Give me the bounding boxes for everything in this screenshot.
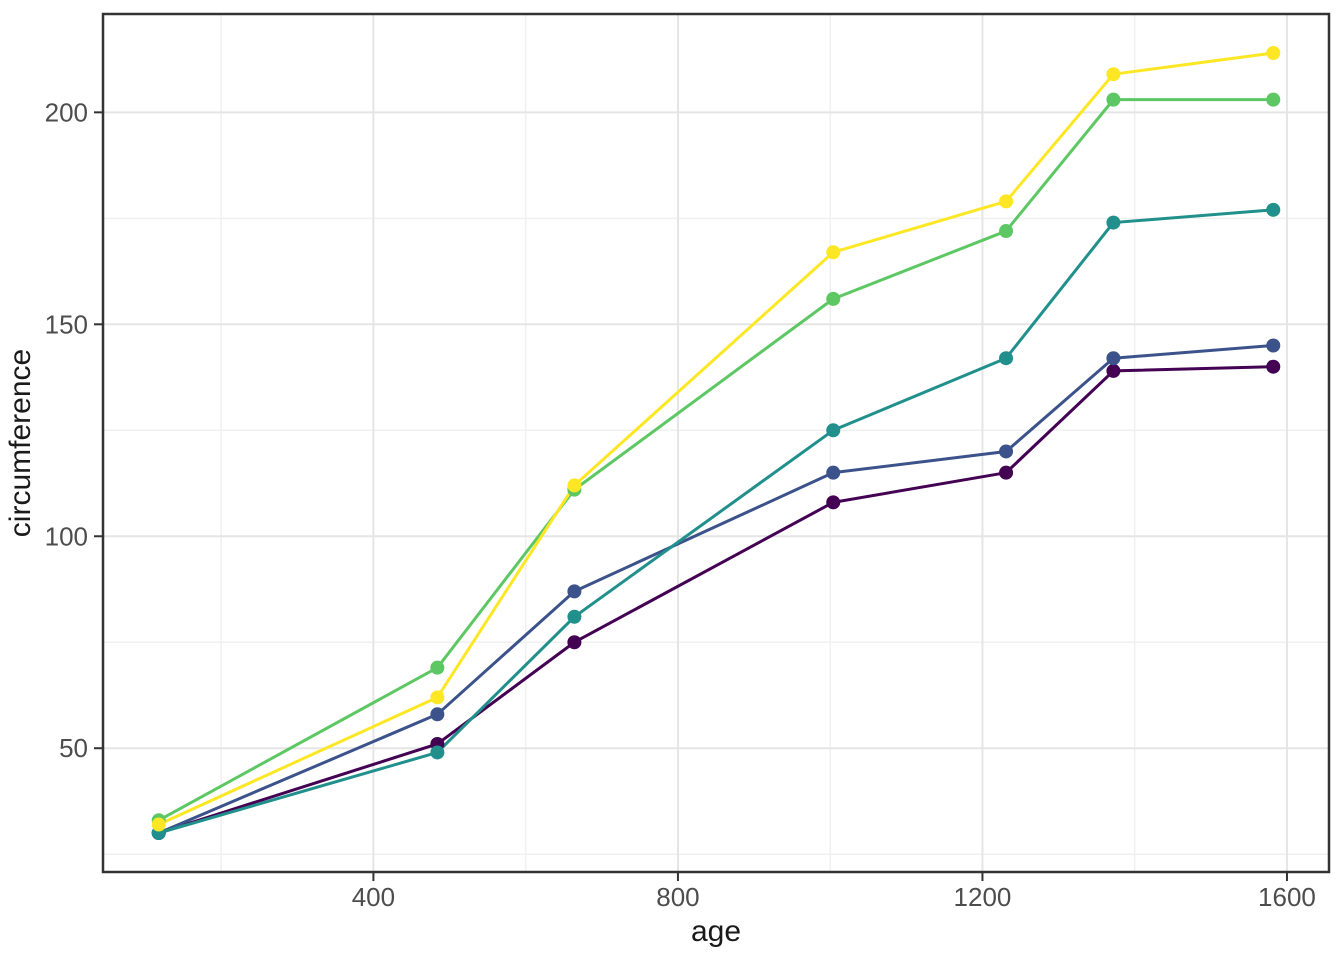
green-series-point (430, 660, 445, 675)
y-tick-label: 100 (45, 521, 88, 551)
plot-panel (103, 14, 1329, 872)
teal-series-point (999, 351, 1014, 366)
teal-series-point (567, 609, 582, 624)
y-tick-label: 50 (59, 733, 88, 763)
purple-series-point (567, 635, 582, 650)
x-tick-label: 800 (656, 882, 699, 912)
y-tick-label: 200 (45, 97, 88, 127)
x-tick-label: 1600 (1258, 882, 1316, 912)
green-series-point (1266, 92, 1281, 107)
green-series-point (826, 291, 841, 306)
blue-series-point (826, 465, 841, 480)
chart-layers: 400 800 1200 1600 50 100 150 200 (45, 12, 1331, 912)
teal-series-point (1106, 215, 1121, 230)
blue-series-point (430, 707, 445, 722)
teal-series-point (1266, 202, 1281, 217)
x-axis-title: age (691, 915, 741, 948)
yellow-series-point (826, 245, 841, 260)
purple-series-point (1106, 363, 1121, 378)
yellow-series-point (1266, 46, 1281, 60)
teal-series-point (826, 423, 841, 438)
blue-series-point (1106, 351, 1121, 366)
x-tick-label: 400 (352, 882, 395, 912)
teal-series-point (430, 745, 445, 760)
yellow-series-point (567, 478, 582, 493)
blue-series-point (1266, 338, 1281, 353)
purple-series-point (999, 465, 1014, 480)
yellow-series-point (151, 817, 166, 832)
blue-series-point (567, 584, 582, 599)
green-series-point (999, 224, 1014, 239)
purple-series-point (826, 495, 841, 510)
x-tick-label: 1200 (954, 882, 1012, 912)
purple-series-point (1266, 359, 1281, 374)
y-tick-label: 150 (45, 309, 88, 339)
blue-series-point (999, 444, 1014, 459)
yellow-series-point (999, 194, 1014, 209)
yellow-series-point (1106, 67, 1121, 82)
green-series-point (1106, 92, 1121, 107)
y-axis-title: circumference (4, 349, 37, 537)
yellow-series-point (430, 690, 445, 705)
panel-border (101, 12, 1331, 874)
